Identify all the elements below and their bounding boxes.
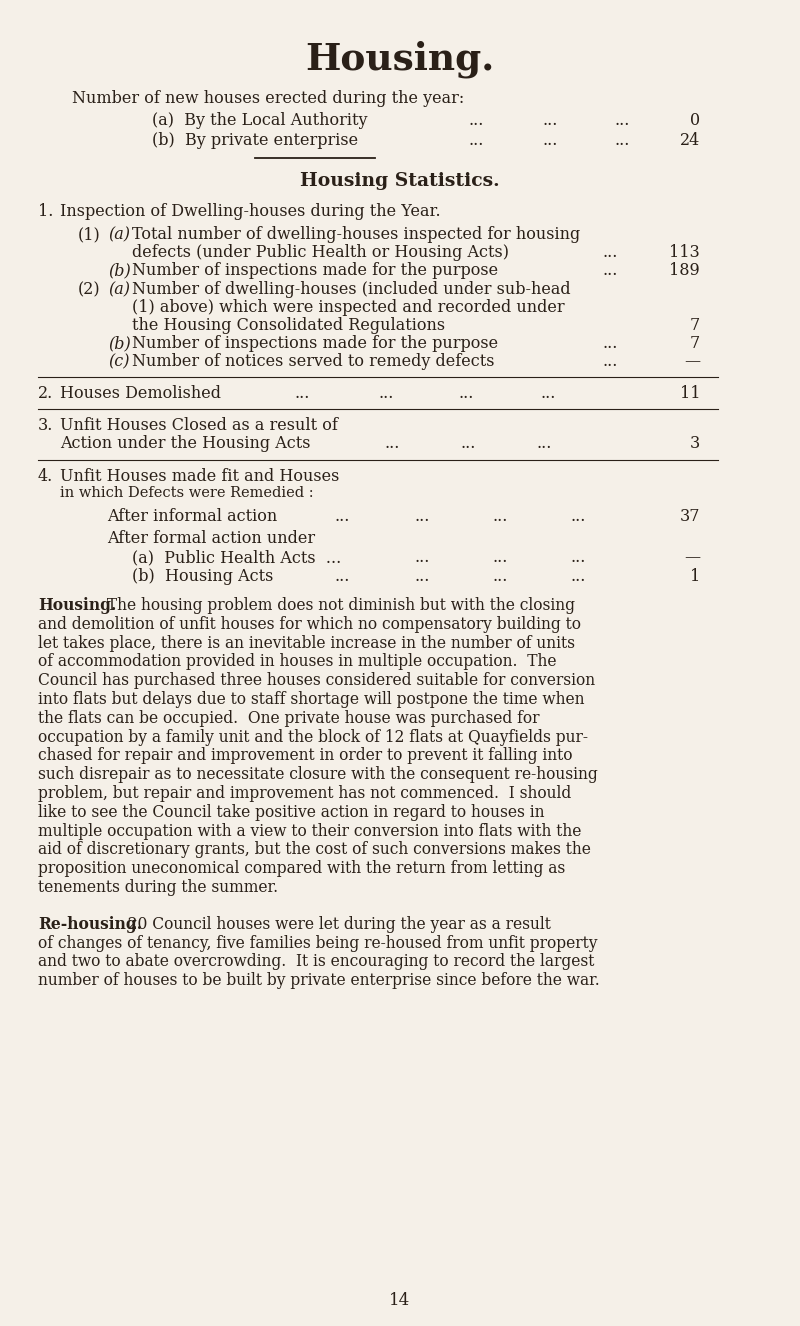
Text: problem, but repair and improvement has not commenced.  I should: problem, but repair and improvement has … [38, 785, 571, 802]
Text: Housing.: Housing. [38, 597, 116, 614]
Text: the Housing Consolidated Regulations: the Housing Consolidated Regulations [132, 317, 445, 334]
Text: like to see the Council take positive action in regard to houses in: like to see the Council take positive ac… [38, 804, 545, 821]
Text: ...: ... [415, 508, 430, 525]
Text: of accommodation provided in houses in multiple occupation.  The: of accommodation provided in houses in m… [38, 654, 557, 671]
Text: ...: ... [468, 111, 483, 129]
Text: Number of inspections made for the purpose: Number of inspections made for the purpo… [132, 335, 498, 351]
Text: in which Defects were Remedied :: in which Defects were Remedied : [60, 487, 314, 500]
Text: ...: ... [493, 568, 508, 585]
Text: ...: ... [602, 353, 618, 370]
Text: Houses Demolished: Houses Demolished [60, 385, 221, 402]
Text: ...: ... [415, 568, 430, 585]
Text: ...: ... [540, 385, 555, 402]
Text: Unfit Houses Closed as a result of: Unfit Houses Closed as a result of [60, 416, 338, 434]
Text: 0: 0 [690, 111, 700, 129]
Text: ...: ... [615, 133, 630, 149]
Text: ...: ... [615, 111, 630, 129]
Text: (a): (a) [108, 225, 130, 243]
Text: of changes of tenancy, five families being re-housed from unfit property: of changes of tenancy, five families bei… [38, 935, 598, 952]
Text: ...: ... [378, 385, 394, 402]
Text: After informal action: After informal action [107, 508, 278, 525]
Text: (a): (a) [108, 281, 130, 298]
Text: ...: ... [493, 549, 508, 566]
Text: 14: 14 [390, 1292, 410, 1309]
Text: ...: ... [602, 335, 618, 351]
Text: Housing Statistics.: Housing Statistics. [300, 172, 500, 190]
Text: ...: ... [602, 244, 618, 261]
Text: 113: 113 [670, 244, 700, 261]
Text: 4.: 4. [38, 468, 54, 485]
Text: —: — [684, 353, 700, 370]
Text: Unfit Houses made fit and Houses: Unfit Houses made fit and Houses [60, 468, 339, 485]
Text: 1.: 1. [38, 203, 54, 220]
Text: and two to abate overcrowding.  It is encouraging to record the largest: and two to abate overcrowding. It is enc… [38, 953, 594, 971]
Text: chased for repair and improvement in order to prevent it falling into: chased for repair and improvement in ord… [38, 748, 573, 764]
Text: 3: 3 [690, 435, 700, 452]
Text: (b)  Housing Acts: (b) Housing Acts [132, 568, 274, 585]
Text: (b)  By private enterprise: (b) By private enterprise [152, 133, 358, 149]
Text: Number of notices served to remedy defects: Number of notices served to remedy defec… [132, 353, 494, 370]
Text: 189: 189 [670, 263, 700, 278]
Text: 7: 7 [690, 317, 700, 334]
Text: aid of discretionary grants, but the cost of such conversions makes the: aid of discretionary grants, but the cos… [38, 842, 591, 858]
Text: ...: ... [602, 263, 618, 278]
Text: ...: ... [468, 133, 483, 149]
Text: ...: ... [459, 385, 474, 402]
Text: (c): (c) [108, 353, 130, 370]
Text: let takes place, there is an inevitable increase in the number of units: let takes place, there is an inevitable … [38, 635, 575, 651]
Text: (b): (b) [108, 263, 130, 278]
Text: ...: ... [493, 508, 508, 525]
Text: (a)  By the Local Authority: (a) By the Local Authority [152, 111, 367, 129]
Text: ...: ... [571, 568, 586, 585]
Text: ...: ... [461, 435, 476, 452]
Text: ...: ... [335, 508, 350, 525]
Text: Number of dwelling-houses (included under sub-head: Number of dwelling-houses (included unde… [132, 281, 570, 298]
Text: ...: ... [415, 549, 430, 566]
Text: Re-housing.: Re-housing. [38, 916, 142, 932]
Text: ...: ... [385, 435, 400, 452]
Text: The housing problem does not diminish but with the closing: The housing problem does not diminish bu… [102, 597, 575, 614]
Text: 7: 7 [690, 335, 700, 351]
Text: (b): (b) [108, 335, 130, 351]
Text: ...: ... [543, 111, 558, 129]
Text: number of houses to be built by private enterprise since before the war.: number of houses to be built by private … [38, 972, 600, 989]
Text: (1) above) which were inspected and recorded under: (1) above) which were inspected and reco… [132, 298, 565, 316]
Text: into flats but delays due to staff shortage will postpone the time when: into flats but delays due to staff short… [38, 691, 585, 708]
Text: and demolition of unfit houses for which no compensatory building to: and demolition of unfit houses for which… [38, 615, 581, 633]
Text: (2): (2) [78, 281, 101, 298]
Text: ...: ... [543, 133, 558, 149]
Text: (1): (1) [78, 225, 101, 243]
Text: the flats can be occupied.  One private house was purchased for: the flats can be occupied. One private h… [38, 709, 539, 727]
Text: ...: ... [571, 508, 586, 525]
Text: proposition uneconomical compared with the return from letting as: proposition uneconomical compared with t… [38, 861, 566, 878]
Text: Inspection of Dwelling-houses during the Year.: Inspection of Dwelling-houses during the… [60, 203, 441, 220]
Text: Council has purchased three houses considered suitable for conversion: Council has purchased three houses consi… [38, 672, 595, 690]
Text: ...: ... [537, 435, 552, 452]
Text: 11: 11 [679, 385, 700, 402]
Text: Total number of dwelling-houses inspected for housing: Total number of dwelling-houses inspecte… [132, 225, 580, 243]
Text: ...: ... [335, 568, 350, 585]
Text: Number of inspections made for the purpose: Number of inspections made for the purpo… [132, 263, 498, 278]
Text: —: — [684, 549, 700, 566]
Text: ...: ... [295, 385, 310, 402]
Text: ...: ... [571, 549, 586, 566]
Text: multiple occupation with a view to their conversion into flats with the: multiple occupation with a view to their… [38, 822, 582, 839]
Text: such disrepair as to necessitate closure with the consequent re-housing: such disrepair as to necessitate closure… [38, 766, 598, 784]
Text: Housing.: Housing. [306, 40, 494, 77]
Text: 3.: 3. [38, 416, 54, 434]
Text: 24: 24 [680, 133, 700, 149]
Text: (a)  Public Health Acts  ...: (a) Public Health Acts ... [132, 549, 342, 566]
Text: 1: 1 [690, 568, 700, 585]
Text: Action under the Housing Acts: Action under the Housing Acts [60, 435, 310, 452]
Text: occupation by a family unit and the block of 12 flats at Quayfields pur-: occupation by a family unit and the bloc… [38, 728, 588, 745]
Text: 2.: 2. [38, 385, 54, 402]
Text: defects (under Public Health or Housing Acts): defects (under Public Health or Housing … [132, 244, 509, 261]
Text: After formal action under: After formal action under [107, 530, 315, 548]
Text: 37: 37 [679, 508, 700, 525]
Text: Number of new houses erected during the year:: Number of new houses erected during the … [72, 90, 464, 107]
Text: 20 Council houses were let during the year as a result: 20 Council houses were let during the ye… [118, 916, 551, 932]
Text: tenements during the summer.: tenements during the summer. [38, 879, 278, 896]
